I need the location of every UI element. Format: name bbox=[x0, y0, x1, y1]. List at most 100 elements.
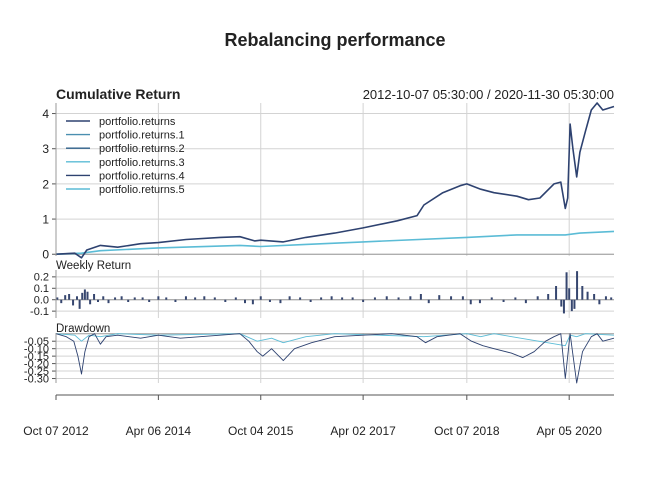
y-tick-label: -0.30 bbox=[24, 373, 49, 385]
series-line-portfolio-returns bbox=[55, 102, 615, 259]
weekly-return-bar bbox=[224, 299, 227, 302]
weekly-return-bar bbox=[438, 295, 441, 300]
y-tick-label: 0.1 bbox=[34, 283, 49, 295]
weekly-return-bar bbox=[362, 299, 365, 302]
weekly-return-bar bbox=[330, 296, 333, 300]
weekly-return-bar bbox=[299, 297, 302, 300]
y-tick-label: 0 bbox=[42, 248, 49, 262]
x-tick-label: Apr 05 2020 bbox=[536, 424, 602, 438]
weekly-return-bar bbox=[251, 299, 254, 305]
y-tick-label: 4 bbox=[42, 107, 49, 121]
x-tick-label: Apr 06 2014 bbox=[126, 424, 192, 438]
weekly-return-bar bbox=[194, 297, 197, 300]
weekly-return-bar bbox=[555, 286, 558, 300]
weekly-return-bar bbox=[427, 299, 430, 304]
panel-title-cumulative-return: Cumulative Return bbox=[56, 86, 180, 102]
legend-label: portfolio.returns.2 bbox=[99, 143, 185, 155]
y-tick-label: 3 bbox=[42, 142, 49, 156]
weekly-return-bar bbox=[581, 286, 584, 300]
weekly-return-bar bbox=[562, 299, 565, 314]
weekly-return-bar bbox=[570, 299, 573, 312]
weekly-return-bar bbox=[78, 299, 81, 309]
weekly-return-bar bbox=[133, 297, 136, 300]
y-tick-label: -0.20 bbox=[24, 358, 49, 370]
weekly-return-bar bbox=[60, 299, 63, 304]
x-tick-label: Apr 02 2017 bbox=[330, 424, 396, 438]
y-tick-label: -0.05 bbox=[24, 336, 49, 348]
weekly-return-bar bbox=[148, 299, 151, 302]
weekly-return-bar bbox=[279, 299, 282, 304]
legend-label: portfolio.returns.4 bbox=[99, 170, 185, 182]
weekly-return-bar bbox=[586, 291, 589, 300]
legend-label: portfolio.returns bbox=[99, 116, 176, 128]
axis-layer: Oct 07 2012 Apr 06 2014 Oct 04 2015 Apr 02 … bbox=[23, 103, 614, 438]
weekly-return-bar bbox=[213, 297, 216, 300]
weekly-return-bar bbox=[268, 299, 271, 302]
weekly-return-bar bbox=[385, 296, 388, 300]
weekly-return-bar bbox=[72, 299, 75, 306]
weekly-return-bar bbox=[593, 294, 596, 300]
weekly-return-bar bbox=[419, 294, 422, 300]
panel-title-weekly-return: Weekly Return bbox=[56, 260, 131, 272]
weekly-return-bar bbox=[469, 299, 472, 305]
weekly-return-bar bbox=[576, 271, 579, 300]
weekly-return-bar bbox=[536, 296, 539, 300]
series-line-portfolio-returns-5 bbox=[55, 333, 615, 347]
weekly-return-bar bbox=[397, 297, 400, 300]
weekly-return-bar bbox=[120, 296, 123, 300]
y-tick-label: 0.2 bbox=[34, 272, 49, 284]
weekly-return-bar bbox=[76, 296, 78, 300]
weekly-return-bar bbox=[141, 297, 144, 300]
y-tick-label: -0.10 bbox=[24, 343, 49, 355]
weekly-return-bar bbox=[259, 296, 262, 300]
weekly-return-bar bbox=[114, 297, 117, 300]
weekly-return-bar bbox=[565, 272, 568, 300]
weekly-return-bar bbox=[568, 288, 571, 300]
y-tick-label: -0.1 bbox=[30, 306, 49, 318]
weekly-return-bar bbox=[64, 295, 67, 300]
y-tick-label: 2 bbox=[42, 177, 49, 191]
weekly-return-bar bbox=[461, 296, 464, 300]
x-tick-label: Oct 04 2015 bbox=[228, 424, 294, 438]
weekly-return-bar bbox=[573, 299, 576, 309]
weekly-return-bar bbox=[450, 296, 453, 300]
weekly-return-bar bbox=[127, 299, 130, 302]
series-line-portfolio-returns-5 bbox=[55, 230, 615, 255]
weekly-return-bar bbox=[102, 296, 105, 300]
weekly-return-bar bbox=[234, 297, 237, 300]
legend: portfolio.returnsportfolio.returns.1port… bbox=[66, 116, 185, 196]
weekly-return-bar bbox=[309, 299, 312, 302]
weekly-return-bar bbox=[373, 297, 376, 300]
date-range-label: 2012-10-07 05:30:00 / 2020-11-30 05:30:0… bbox=[363, 87, 614, 102]
weekly-return-bar bbox=[351, 297, 354, 300]
weekly-return-bar bbox=[244, 299, 246, 304]
weekly-return-bar bbox=[288, 296, 291, 300]
y-tick-label: 1 bbox=[42, 213, 49, 227]
weekly-return-bar bbox=[502, 299, 505, 302]
weekly-return-bar bbox=[89, 299, 92, 305]
weekly-return-bar bbox=[81, 292, 84, 300]
weekly-return-bar bbox=[514, 297, 517, 300]
weekly-return-bar bbox=[107, 299, 110, 304]
x-tick-label: Oct 07 2012 bbox=[23, 424, 89, 438]
weekly-return-bar bbox=[320, 297, 323, 300]
series-layer bbox=[55, 102, 615, 384]
weekly-return-bar bbox=[547, 294, 550, 300]
legend-label: portfolio.returns.5 bbox=[99, 184, 185, 196]
legend-label: portfolio.returns.1 bbox=[99, 130, 185, 142]
y-tick-label: -0.25 bbox=[24, 366, 49, 378]
y-tick-label: 0.0 bbox=[34, 295, 49, 307]
chart-title: Rebalancing performance bbox=[224, 30, 445, 50]
weekly-return-bar bbox=[93, 294, 96, 300]
weekly-return-bar bbox=[524, 299, 527, 304]
weekly-return-bar bbox=[203, 296, 206, 300]
weekly-return-bar bbox=[174, 299, 177, 302]
weekly-return-bar bbox=[478, 299, 481, 304]
weekly-return-bar bbox=[83, 289, 86, 300]
weekly-return-bar bbox=[409, 296, 412, 300]
weekly-return-bar bbox=[97, 299, 99, 302]
weekly-return-bar bbox=[560, 299, 563, 307]
series-line-portfolio-returns bbox=[55, 333, 615, 384]
weekly-return-bar bbox=[86, 291, 89, 300]
